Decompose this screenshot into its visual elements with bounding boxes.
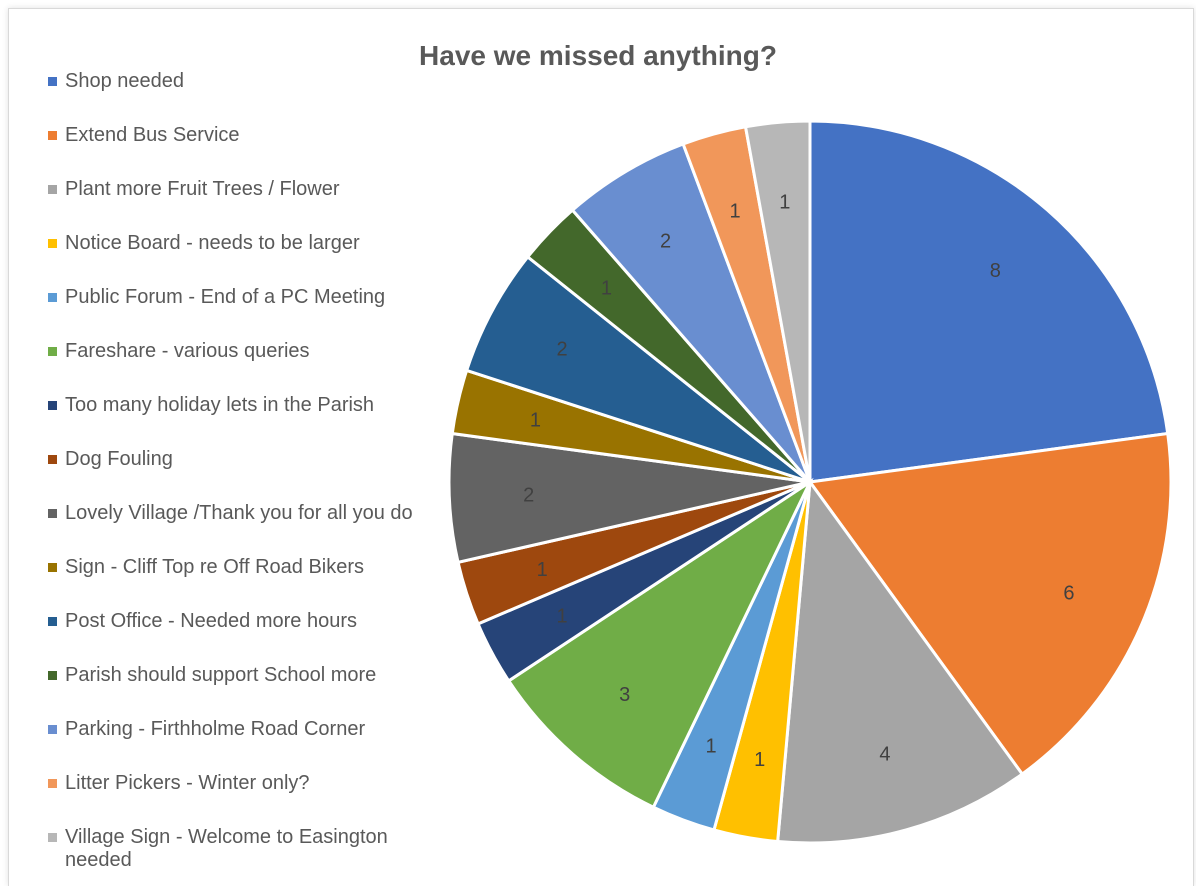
legend-label: Village Sign - Welcome to Easington need… xyxy=(65,826,388,871)
legend-item: Post Office - Needed more hours xyxy=(48,610,428,633)
legend-swatch xyxy=(48,563,57,572)
legend-swatch xyxy=(48,725,57,734)
legend-item: Litter Pickers - Winter only? xyxy=(48,772,428,795)
legend-swatch xyxy=(48,833,57,842)
data-label: 6 xyxy=(1063,583,1074,605)
data-label: 8 xyxy=(990,260,1001,282)
pie-slice xyxy=(570,142,812,483)
pie-slice xyxy=(807,431,1173,777)
legend-label: Dog Fouling xyxy=(65,448,173,470)
legend-swatch xyxy=(48,347,57,356)
legend-item: Parking - Firthholme Road Corner xyxy=(48,718,428,741)
legend-swatch xyxy=(48,401,57,410)
legend-label: Parish should support School more xyxy=(65,664,377,686)
legend-item: Plant more Fruit Trees / Flower xyxy=(48,178,428,201)
pie-slice xyxy=(506,477,814,810)
chart-area xyxy=(8,8,1194,886)
data-label: 1 xyxy=(537,559,548,581)
data-label: 1 xyxy=(601,277,612,299)
legend-label: Parking - Firthholme Road Corner xyxy=(65,718,366,740)
chart-title: Have we missed anything? xyxy=(419,40,777,71)
legend-item: Extend Bus Service xyxy=(48,124,428,147)
legend-label: Fareshare - various queries xyxy=(65,340,310,362)
legend-swatch xyxy=(48,239,57,248)
legend-swatch xyxy=(48,293,57,302)
pie-slice xyxy=(808,119,1170,484)
legend-swatch xyxy=(48,671,57,680)
data-label: 4 xyxy=(879,743,890,765)
data-label: 1 xyxy=(754,749,765,771)
legend-label: Lovely Village /Thank you for all you do xyxy=(65,502,413,524)
legend-swatch xyxy=(48,509,57,518)
legend-label: Extend Bus Service xyxy=(65,124,240,146)
legend-label: Sign - Cliff Top re Off Road Bikers xyxy=(65,556,365,578)
data-label: 1 xyxy=(779,192,790,214)
data-label: 2 xyxy=(556,339,567,361)
legend-swatch xyxy=(48,455,57,464)
legend-item: Dog Fouling xyxy=(48,448,428,471)
legend-swatch xyxy=(48,131,57,140)
legend-label: Public Forum - End of a PC Meeting xyxy=(65,286,386,308)
legend-label: Too many holiday lets in the Parish xyxy=(65,394,375,416)
data-label: 1 xyxy=(730,201,741,223)
legend-item: Shop needed xyxy=(48,70,428,93)
data-label: 1 xyxy=(556,605,567,627)
legend-label: Post Office - Needed more hours xyxy=(65,610,357,632)
legend-swatch xyxy=(48,77,57,86)
data-label: 3 xyxy=(619,684,630,706)
data-label: 1 xyxy=(530,409,541,431)
legend-label: Litter Pickers - Winter only? xyxy=(65,772,310,794)
pie-slice xyxy=(776,477,1025,845)
legend-item: Notice Board - needs to be larger xyxy=(48,232,428,255)
legend-item: Village Sign - Welcome to Easington need… xyxy=(48,826,428,872)
legend-item: Parish should support School more xyxy=(48,664,428,687)
legend-swatch xyxy=(48,779,57,788)
legend-swatch xyxy=(48,617,57,626)
pie-slice xyxy=(464,254,811,484)
legend-item: Public Forum - End of a PC Meeting xyxy=(48,286,428,309)
legend-item: Lovely Village /Thank you for all you do xyxy=(48,502,428,525)
data-label: 1 xyxy=(705,736,716,758)
legend-label: Plant more Fruit Trees / Flower xyxy=(65,178,340,200)
pie-slice xyxy=(743,119,812,483)
pie-slice xyxy=(447,431,811,565)
legend-item: Sign - Cliff Top re Off Road Bikers xyxy=(48,556,428,579)
legend-label: Shop needed xyxy=(65,70,185,92)
legend-item: Fareshare - various queries xyxy=(48,340,428,363)
data-label: 2 xyxy=(523,485,534,507)
data-label: 2 xyxy=(660,230,671,252)
legend-item: Too many holiday lets in the Parish xyxy=(48,394,428,417)
legend-label: Notice Board - needs to be larger xyxy=(65,232,360,254)
legend-swatch xyxy=(48,185,57,194)
